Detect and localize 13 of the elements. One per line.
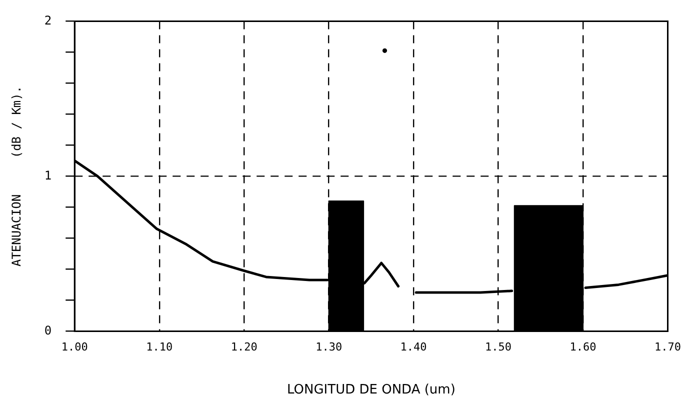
x-tick-label: 1.10: [146, 340, 173, 354]
x-axis-title: LONGITUD DE ONDA (um): [286, 382, 456, 398]
y-axis-title: ATENUACION (dB / Km).: [9, 86, 24, 267]
x-tick-label: 1.50: [485, 340, 512, 354]
y-tick-label: 1: [44, 168, 52, 182]
x-tick-label: 1.30: [316, 340, 342, 354]
x-tick-label: 1.40: [400, 340, 427, 354]
x-tick-label: 1.60: [570, 340, 596, 354]
x-tick-label: 1.70: [654, 340, 682, 354]
y-tick-label: 2: [44, 13, 52, 28]
x-tick-label: 1.00: [61, 340, 88, 354]
y-tick-label: 0: [44, 323, 52, 338]
x-tick-label: 1.20: [230, 340, 258, 354]
